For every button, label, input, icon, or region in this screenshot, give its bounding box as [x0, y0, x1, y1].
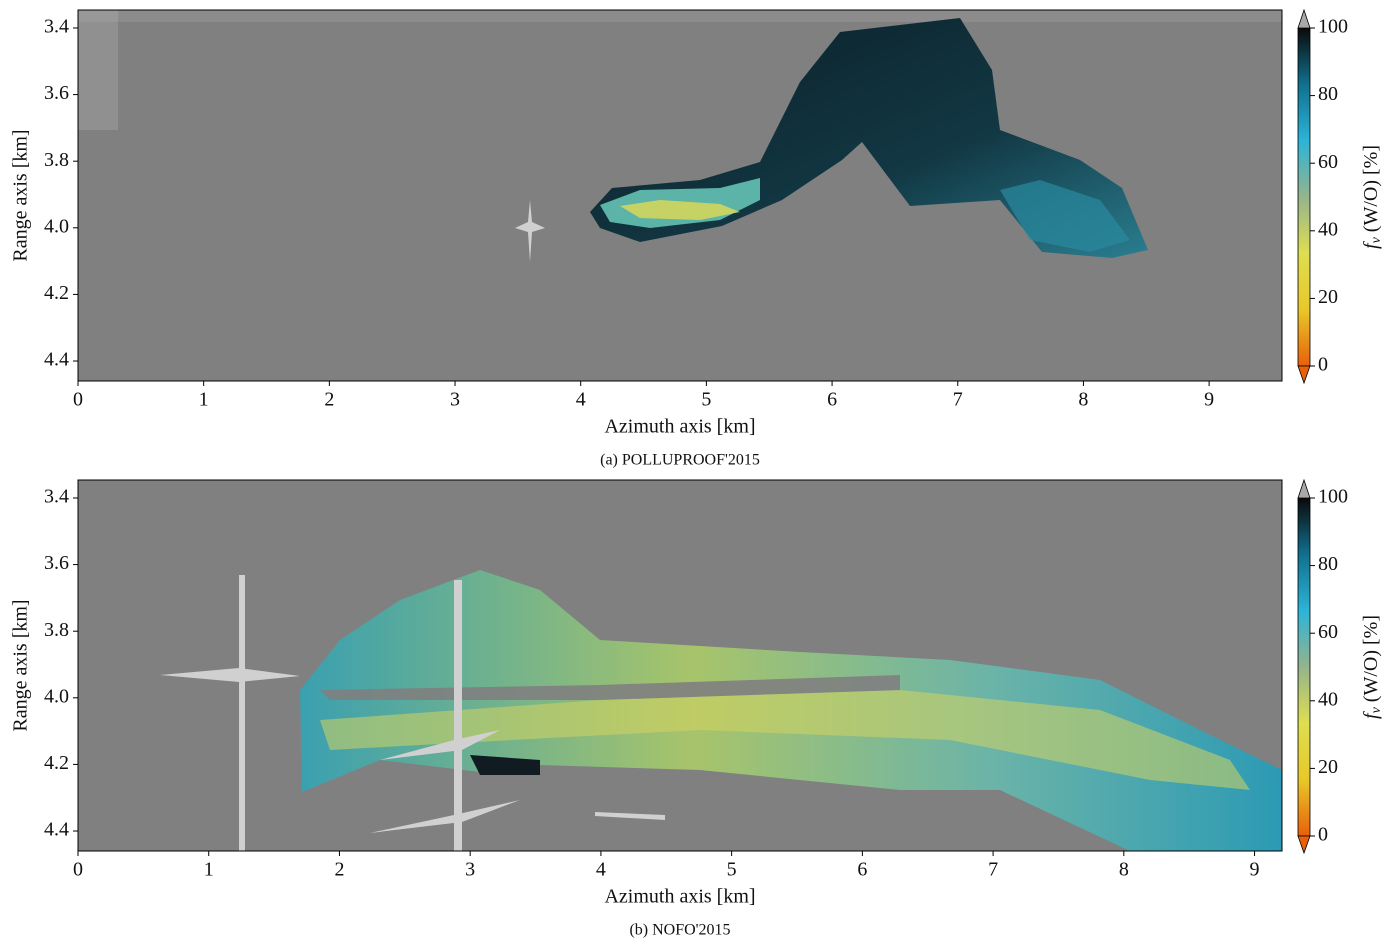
- x-tick-label: 0: [73, 859, 83, 881]
- x-tick-label: 0: [73, 389, 83, 411]
- y-tick-label: 4.4: [44, 349, 69, 371]
- colorbar-extend-over: [1297, 8, 1311, 29]
- x-tick-label: 3: [465, 859, 475, 881]
- x-tick-label: 2: [324, 389, 334, 411]
- x-tick-label: 2: [334, 859, 344, 881]
- colorbar-tick-label: 0: [1318, 354, 1328, 376]
- y-tick-label: 4.0: [44, 685, 69, 707]
- colorbar-extend-under: [1297, 365, 1311, 385]
- y-axis-label: Range axis [km]: [10, 599, 32, 731]
- colorbar-tick-label: 20: [1318, 286, 1338, 308]
- colorbar-tick-label: 60: [1318, 151, 1338, 173]
- x-tick-label: 6: [827, 389, 837, 411]
- caption: (b) NOFO'2015: [629, 922, 730, 939]
- x-tick-label: 1: [199, 389, 209, 411]
- colorbar-extend-over: [1297, 478, 1311, 499]
- colorbar-label-main: f: [1360, 711, 1382, 719]
- colorbar-label-rest: (W/O) [%]: [1360, 615, 1382, 707]
- y-tick-label: 3.4: [44, 486, 69, 508]
- y-tick-label: 3.8: [44, 619, 69, 641]
- colorbar-label-sub: v: [1369, 706, 1384, 713]
- x-tick-label: 1: [204, 859, 214, 881]
- colorbar-tick-label: 0: [1318, 824, 1328, 846]
- colorbar-tick-label: 40: [1318, 218, 1338, 240]
- caption: (a) POLLUPROOF'2015: [600, 452, 760, 469]
- y-tick-label: 4.4: [44, 819, 69, 841]
- y-tick-label: 4.2: [44, 282, 69, 304]
- colorbar-label: fv (W/O) [%]: [1360, 615, 1385, 719]
- x-tick-label: 7: [988, 859, 998, 881]
- colorbar-extend-under: [1297, 835, 1311, 855]
- colorbar-tick-label: 80: [1318, 83, 1338, 105]
- image-a: [78, 10, 1282, 381]
- colorbar-tick-label: 100: [1318, 16, 1348, 38]
- x-tick-label: 4: [576, 389, 586, 411]
- y-tick-label: 3.6: [44, 82, 69, 104]
- plot-frame: [77, 479, 1283, 852]
- colorbar-label: fv (W/O) [%]: [1360, 145, 1385, 249]
- colorbar-tick-label: 20: [1318, 756, 1338, 778]
- colorbar-tick-label: 40: [1318, 688, 1338, 710]
- x-tick-label: 9: [1204, 389, 1214, 411]
- x-tick-label: 9: [1250, 859, 1260, 881]
- x-tick-label: 7: [953, 389, 963, 411]
- colorbar-tick-label: 80: [1318, 553, 1338, 575]
- x-axis-label: Azimuth axis [km]: [604, 886, 755, 908]
- y-tick-label: 3.6: [44, 552, 69, 574]
- image-b: [78, 480, 1282, 851]
- y-tick-label: 4.0: [44, 215, 69, 237]
- colorbar: [1297, 497, 1311, 837]
- y-tick-label: 3.4: [44, 16, 69, 38]
- y-tick-label: 4.2: [44, 752, 69, 774]
- x-tick-label: 5: [727, 859, 737, 881]
- colorbar-tick-label: 100: [1318, 486, 1348, 508]
- plot-frame: [77, 9, 1283, 382]
- x-tick-label: 8: [1078, 389, 1088, 411]
- x-axis-label: Azimuth axis [km]: [604, 416, 755, 438]
- x-tick-label: 4: [596, 859, 606, 881]
- x-tick-label: 3: [450, 389, 460, 411]
- x-tick-label: 6: [857, 859, 867, 881]
- y-axis-label: Range axis [km]: [10, 129, 32, 261]
- colorbar: [1297, 27, 1311, 367]
- colorbar-tick-label: 60: [1318, 621, 1338, 643]
- colorbar-label-main: f: [1360, 241, 1382, 249]
- x-tick-label: 8: [1119, 859, 1129, 881]
- colorbar-label-rest: (W/O) [%]: [1360, 145, 1382, 237]
- y-tick-label: 3.8: [44, 149, 69, 171]
- x-tick-label: 5: [701, 389, 711, 411]
- colorbar-label-sub: v: [1369, 236, 1384, 243]
